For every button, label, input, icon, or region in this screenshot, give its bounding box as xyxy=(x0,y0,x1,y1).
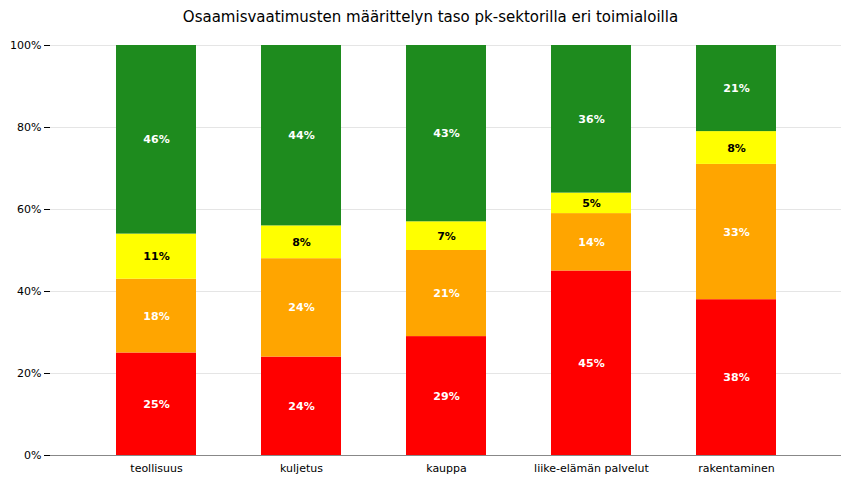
svg-text:60%: 60% xyxy=(17,203,41,216)
svg-text:18%: 18% xyxy=(143,310,169,323)
svg-text:21%: 21% xyxy=(433,287,459,300)
svg-text:5%: 5% xyxy=(582,197,601,210)
svg-text:33%: 33% xyxy=(723,226,749,239)
svg-text:kuljetus: kuljetus xyxy=(280,462,323,475)
svg-text:40%: 40% xyxy=(17,285,41,298)
svg-text:liike-elämän palvelut: liike-elämän palvelut xyxy=(534,462,649,475)
svg-text:teollisuus: teollisuus xyxy=(130,462,183,475)
svg-text:21%: 21% xyxy=(723,82,749,95)
html-text:Osaamisvaatimusten määrittelyn: Osaamisvaatimusten määrittelyn taso pk-s… xyxy=(182,8,679,26)
svg-text:45%: 45% xyxy=(578,357,604,370)
svg-text:14%: 14% xyxy=(578,236,604,249)
svg-text:0%: 0% xyxy=(24,449,41,462)
svg-text:46%: 46% xyxy=(143,133,169,146)
svg-text:43%: 43% xyxy=(433,127,459,140)
svg-text:44%: 44% xyxy=(288,129,314,142)
svg-text:kauppa: kauppa xyxy=(426,462,467,475)
svg-text:8%: 8% xyxy=(292,236,311,249)
svg-text:8%: 8% xyxy=(727,142,746,155)
svg-text:25%: 25% xyxy=(143,398,169,411)
svg-text:rakentaminen: rakentaminen xyxy=(698,462,775,475)
svg-text:24%: 24% xyxy=(288,400,314,413)
svg-text:100%: 100% xyxy=(10,39,41,52)
svg-text:20%: 20% xyxy=(17,367,41,380)
svg-text:7%: 7% xyxy=(437,230,456,243)
svg-text:24%: 24% xyxy=(288,301,314,314)
svg-text:36%: 36% xyxy=(578,113,604,126)
svg-text:38%: 38% xyxy=(723,371,749,384)
svg-text:29%: 29% xyxy=(433,390,459,403)
svg-text:80%: 80% xyxy=(17,121,41,134)
svg-text:11%: 11% xyxy=(143,250,169,263)
